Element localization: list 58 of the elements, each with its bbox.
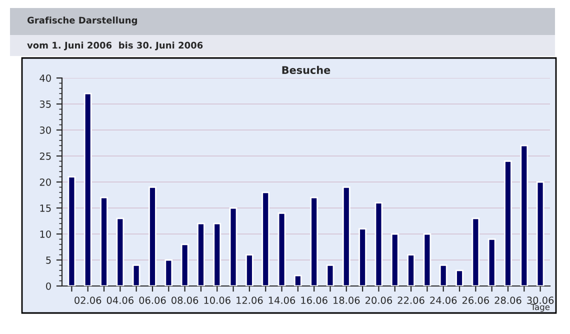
y-tick-label: 5 [46,256,51,264]
x-tick-label: 02.06 [74,296,102,304]
x-axis-title: Tage [530,304,550,312]
bar [342,186,350,286]
bar [520,144,528,286]
bar [132,264,140,286]
x-tick-label: 22.06 [398,296,424,304]
bar [456,270,464,286]
x-tick-label: 04.06 [106,296,134,304]
bar [504,160,512,286]
x-tick-label: 16.06 [301,296,328,304]
y-tick-label: 40 [40,74,51,82]
x-tick-label: 28.06 [494,296,522,304]
x-tick-label: 06.06 [139,296,166,304]
bar [164,259,173,286]
y-tick-label: 30 [40,126,51,134]
y-tick-label: 10 [40,230,51,238]
bar [197,222,205,286]
bar [407,254,415,286]
bar [439,264,448,286]
bar [294,274,302,286]
bar [472,218,480,286]
bar [180,244,189,286]
bar [262,192,270,286]
bar [536,181,544,286]
text: vom 1. Juni 2006 bis 30. Juni 2006 [27,42,203,50]
bar [229,207,238,286]
x-tick-label: 30.06 [527,296,554,304]
chart-title: Besuche [282,66,330,74]
bar [310,196,318,286]
bar [374,202,383,286]
bar [390,233,399,286]
bar [213,222,222,286]
x-tick-label: 10.06 [204,296,230,304]
y-tick-label: 15 [40,204,51,212]
x-tick-label: 24.06 [430,296,457,304]
bar [68,176,76,286]
y-tick-label: 0 [46,282,51,290]
bar [84,92,92,286]
x-tick-label: 12.06 [236,296,263,304]
x-tick-label: 08.06 [172,296,198,304]
y-tick-label: 20 [40,178,51,186]
bar [423,233,432,286]
x-tick-label: 18.06 [334,296,360,304]
x-tick-label: 26.06 [462,296,489,304]
bar [358,228,366,286]
bar [246,254,254,286]
bar [100,196,108,286]
bar [488,238,496,286]
x-tick-label: 14.06 [268,296,296,304]
bar [116,218,124,286]
bar [278,212,286,286]
y-tick-label: 35 [40,100,51,108]
bar [148,186,156,286]
bar [326,264,334,286]
y-tick-label: 25 [40,152,51,160]
x-tick-label: 20.06 [366,296,392,304]
text: Grafische Darstellung [27,16,137,26]
